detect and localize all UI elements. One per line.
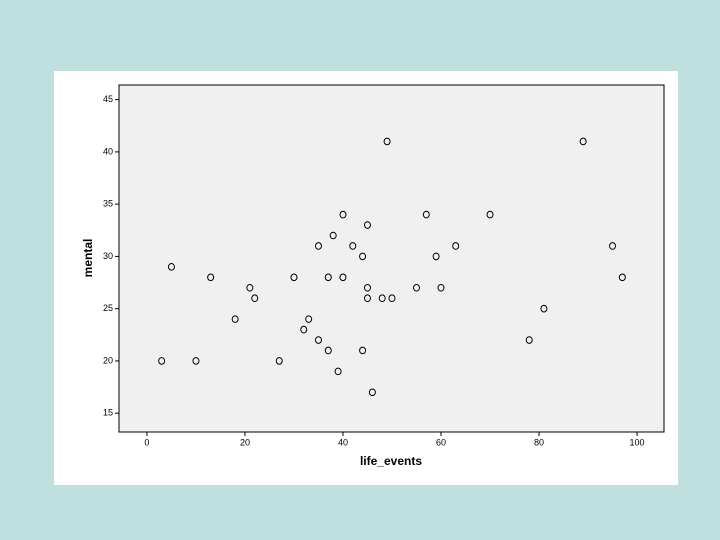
point: [359, 346, 367, 355]
x-tick-label: 60: [436, 437, 446, 447]
point: [349, 242, 357, 250]
point: [192, 357, 200, 365]
point: [324, 346, 332, 355]
point: [207, 273, 215, 282]
point: [339, 273, 347, 282]
point: [452, 242, 460, 250]
x-tick-label: 0: [144, 437, 149, 447]
point: [314, 336, 322, 344]
y-tick-label: 35: [103, 199, 113, 209]
point: [329, 231, 337, 240]
y-tick-label: 20: [103, 355, 113, 365]
x-tick-label: 100: [630, 437, 645, 447]
point: [363, 283, 371, 292]
point: [486, 210, 494, 219]
point: [378, 294, 386, 303]
y-tick-label: 45: [103, 94, 113, 104]
point: [231, 315, 239, 323]
point: [609, 242, 617, 250]
point: [324, 273, 332, 282]
point: [525, 336, 533, 344]
point: [167, 263, 175, 271]
point: [540, 304, 548, 313]
y-tick-label: 40: [103, 146, 113, 156]
point: [579, 137, 587, 146]
point: [300, 325, 308, 334]
point: [432, 252, 440, 261]
x-tick-label: 20: [240, 437, 250, 447]
y-axis-label: mental: [81, 239, 95, 278]
point: [368, 388, 376, 397]
point: [275, 357, 283, 365]
point: [251, 294, 259, 303]
point: [339, 210, 347, 219]
point: [305, 315, 313, 323]
point: [359, 252, 367, 261]
point: [334, 367, 342, 376]
point: [383, 137, 391, 146]
plot-area: [118, 84, 665, 433]
point: [246, 283, 254, 292]
point: [618, 273, 626, 282]
point: [314, 242, 322, 250]
y-tick-label: 25: [103, 303, 113, 313]
point: [363, 221, 371, 229]
point: [158, 357, 166, 365]
x-axis-label: life_events: [360, 454, 422, 468]
x-tick-label: 80: [534, 437, 544, 447]
y-tick-label: 30: [103, 251, 113, 261]
point: [422, 210, 430, 219]
point: [388, 294, 396, 303]
point: [363, 294, 371, 303]
y-tick-label: 15: [103, 408, 113, 418]
point: [437, 283, 445, 292]
point: [412, 283, 420, 292]
point: [290, 273, 298, 282]
x-tick-label: 40: [338, 437, 348, 447]
